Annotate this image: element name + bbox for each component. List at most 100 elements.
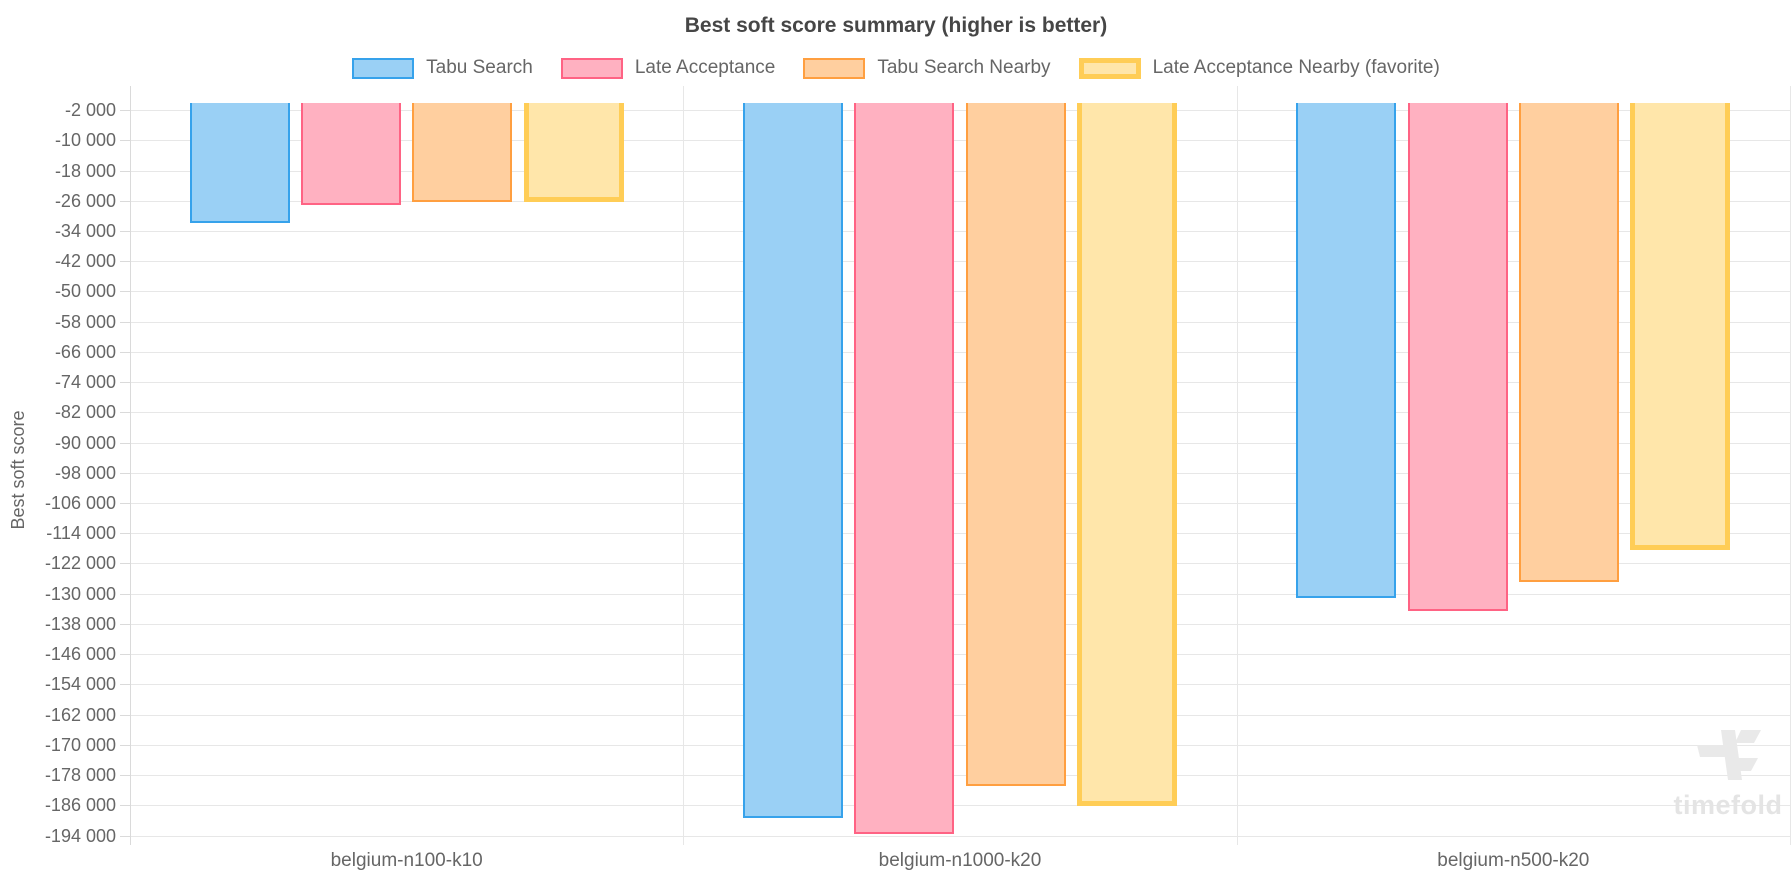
gridline: [130, 684, 1790, 686]
legend-swatch: [560, 57, 623, 79]
category-boundary-gridline: [1790, 86, 1791, 845]
gridline: [130, 321, 1790, 323]
bar-tabu-search-belgium-n1000-k20[interactable]: [743, 102, 843, 818]
y-axis-tick: [120, 533, 130, 535]
y-tick-label: -146 000: [44, 644, 116, 665]
legend: Tabu Search Late Acceptance Tabu Search Ne…: [0, 57, 1792, 79]
bar-tabu-search-nearby-belgium-n1000-k20[interactable]: [965, 102, 1066, 787]
gridline: [130, 110, 1790, 112]
gridline: [130, 654, 1790, 656]
gridline: [130, 593, 1790, 595]
legend-item-tabu-search[interactable]: Tabu Search: [352, 57, 533, 79]
y-tick-label: -10 000: [54, 130, 116, 151]
y-axis-tick: [120, 200, 130, 202]
y-axis-tick: [120, 503, 130, 504]
bar-tabu-search-belgium-n100-k10[interactable]: [189, 102, 290, 224]
legend-item-tabu-search-nearby[interactable]: Tabu Search Nearby: [803, 57, 1051, 79]
y-tick-label: -50 000: [54, 281, 116, 302]
y-tick-label: -74 000: [54, 372, 116, 393]
gridline: [130, 140, 1790, 142]
y-tick-label: -34 000: [54, 220, 116, 241]
y-axis-tick: [120, 140, 130, 142]
y-tick-label: -162 000: [44, 704, 116, 725]
gridline: [130, 714, 1790, 716]
gridline: [130, 775, 1790, 777]
legend-label: Tabu Search: [426, 57, 533, 78]
y-axis-tick: [120, 835, 130, 837]
y-tick-label: -186 000: [44, 795, 116, 816]
y-tick-label: -122 000: [44, 553, 116, 574]
y-tick-label: -98 000: [54, 462, 116, 483]
watermark: timefold: [1674, 726, 1782, 821]
legend-label: Late Acceptance: [634, 57, 776, 78]
y-axis-tick: [120, 563, 130, 565]
y-tick-label: -130 000: [44, 583, 116, 604]
chart-title: Best soft score summary (higher is bette…: [684, 14, 1108, 37]
y-tick-label: -138 000: [44, 613, 116, 634]
gridline: [130, 261, 1790, 263]
bar-late-acceptance-belgium-n500-k20[interactable]: [1407, 102, 1508, 611]
gridline: [130, 382, 1790, 384]
y-tick-label: -170 000: [44, 734, 116, 755]
bar-late-acceptance-nearby-favorite-belgium-n500-k20[interactable]: [1630, 102, 1731, 550]
y-axis-tick: [120, 442, 130, 444]
gridline: [130, 230, 1790, 232]
y-tick-label: -42 000: [54, 251, 116, 272]
gridline: [130, 442, 1790, 444]
y-tick-label: -66 000: [54, 341, 116, 362]
y-axis-tick: [120, 623, 130, 625]
gridline: [130, 563, 1790, 565]
legend-label: Tabu Search Nearby: [877, 57, 1051, 78]
bar-late-acceptance-belgium-n100-k10[interactable]: [301, 102, 401, 205]
y-axis-tick: [120, 654, 130, 656]
legend-item-late-acceptance-nearby-favorite[interactable]: Late Acceptance Nearby (favorite): [1078, 57, 1440, 79]
gridline: [130, 503, 1790, 504]
y-tick-label: -154 000: [44, 674, 116, 695]
y-tick-label: -194 000: [44, 825, 116, 846]
y-tick-label: -58 000: [54, 311, 116, 332]
y-axis-tick: [120, 382, 130, 384]
y-tick-label: -26 000: [54, 190, 116, 211]
gridline: [130, 623, 1790, 625]
gridline: [130, 351, 1790, 353]
bar-late-acceptance-belgium-n1000-k20[interactable]: [854, 102, 955, 834]
bar-tabu-search-belgium-n500-k20[interactable]: [1296, 102, 1397, 598]
legend-swatch: [803, 57, 866, 79]
y-axis-tick: [120, 775, 130, 777]
gridline: [130, 170, 1790, 172]
y-axis-tick: [120, 170, 130, 172]
y-axis-line: [130, 86, 131, 845]
y-axis-tick: [120, 261, 130, 263]
y-axis-tick: [120, 714, 130, 716]
legend-swatch: [1078, 57, 1141, 79]
y-tick-label: -114 000: [46, 523, 116, 544]
gridline: [130, 744, 1790, 746]
gridline: [130, 291, 1790, 293]
gridline: [130, 805, 1790, 807]
bar-tabu-search-nearby-belgium-n500-k20[interactable]: [1519, 102, 1619, 582]
bar-late-acceptance-nearby-favorite-belgium-n100-k10[interactable]: [523, 102, 624, 202]
legend-swatch: [352, 57, 415, 79]
category-boundary-gridline: [1236, 86, 1238, 845]
y-axis-tick: [120, 744, 130, 746]
x-category-label: belgium-n1000-k20: [878, 850, 1042, 871]
y-tick-label: -18 000: [54, 160, 116, 181]
y-axis-tick: [120, 230, 130, 232]
y-tick-label: -178 000: [44, 765, 116, 786]
legend-label: Late Acceptance Nearby (favorite): [1152, 57, 1440, 78]
y-axis-tick: [120, 412, 130, 414]
gridline: [130, 472, 1790, 474]
x-category-label: belgium-n100-k10: [330, 850, 483, 871]
y-axis-tick: [120, 805, 130, 807]
y-axis-tick: [120, 351, 130, 353]
y-axis-tick: [120, 291, 130, 293]
y-axis-tick: [120, 472, 130, 474]
bar-tabu-search-nearby-belgium-n100-k10[interactable]: [412, 102, 513, 202]
y-axis-tick: [120, 593, 130, 595]
y-axis-title: Best soft score: [8, 410, 28, 530]
gridline: [130, 412, 1790, 414]
y-axis-tick: [120, 110, 130, 112]
bar-late-acceptance-nearby-favorite-belgium-n1000-k20[interactable]: [1076, 102, 1177, 807]
legend-item-late-acceptance[interactable]: Late Acceptance: [560, 57, 776, 79]
